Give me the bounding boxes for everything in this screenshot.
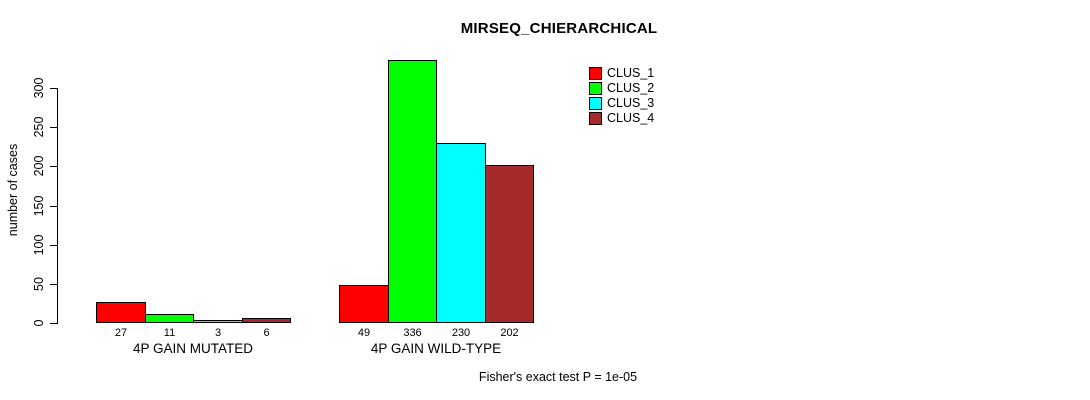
y-axis-line [57, 88, 58, 324]
bar-clus_1-2 [339, 285, 389, 323]
legend-swatch-icon [589, 82, 602, 95]
y-tick-label: 100 [32, 234, 46, 256]
bar-clus_3-1 [193, 320, 243, 323]
y-tick-mark [50, 323, 57, 324]
y-tick-mark [50, 127, 57, 128]
legend-swatch-icon [589, 97, 602, 110]
legend-label: CLUS_1 [607, 66, 655, 80]
legend-swatch-icon [589, 112, 602, 125]
category-label: 4P GAIN WILD-TYPE [370, 341, 502, 356]
y-tick-label: 150 [32, 195, 46, 217]
bar-clus_2-1 [145, 314, 194, 323]
bar-clus_4-2 [485, 165, 534, 323]
legend-item-clus_1: CLUS_1 [589, 66, 654, 81]
bar-clus_2-2 [388, 60, 437, 323]
legend-label: CLUS_4 [607, 111, 655, 125]
y-tick-label: 50 [32, 277, 46, 291]
y-tick-mark [50, 245, 57, 246]
bar-value-label: 336 [403, 327, 422, 339]
category-label: 4P GAIN MUTATED [132, 341, 254, 356]
y-tick-mark [50, 284, 57, 285]
y-tick-mark [50, 166, 57, 167]
y-tick-label: 0 [32, 319, 46, 327]
bar-value-label: 27 [114, 327, 128, 339]
bar-clus_1-1 [96, 302, 146, 323]
y-axis-label: number of cases [6, 143, 20, 237]
y-tick-label: 200 [32, 155, 46, 177]
bar-value-label: 11 [163, 327, 176, 339]
legend-item-clus_2: CLUS_2 [589, 81, 654, 96]
stats-footer: Fisher's exact test P = 1e-05 [478, 370, 638, 384]
legend-item-clus_4: CLUS_4 [589, 111, 654, 126]
y-tick-mark [50, 206, 57, 207]
y-tick-mark [50, 88, 57, 89]
bar-value-label: 6 [263, 327, 270, 339]
y-tick-label: 300 [32, 77, 46, 99]
legend-swatch-icon [589, 67, 602, 80]
bar-value-label: 3 [214, 327, 222, 339]
bar-clus_3-2 [436, 143, 486, 323]
bar-value-label: 230 [451, 327, 471, 339]
legend: CLUS_1 CLUS_2 CLUS_3 CLUS_4 [589, 66, 654, 126]
y-tick-label: 250 [32, 116, 46, 138]
bar-value-label: 202 [500, 327, 519, 339]
bar-value-label: 49 [357, 327, 371, 339]
bar-clus_4-1 [242, 318, 291, 323]
chart-title: MIRSEQ_CHIERARCHICAL [460, 20, 658, 37]
legend-item-clus_3: CLUS_3 [589, 96, 654, 111]
legend-label: CLUS_2 [607, 81, 655, 95]
legend-label: CLUS_3 [607, 96, 655, 110]
